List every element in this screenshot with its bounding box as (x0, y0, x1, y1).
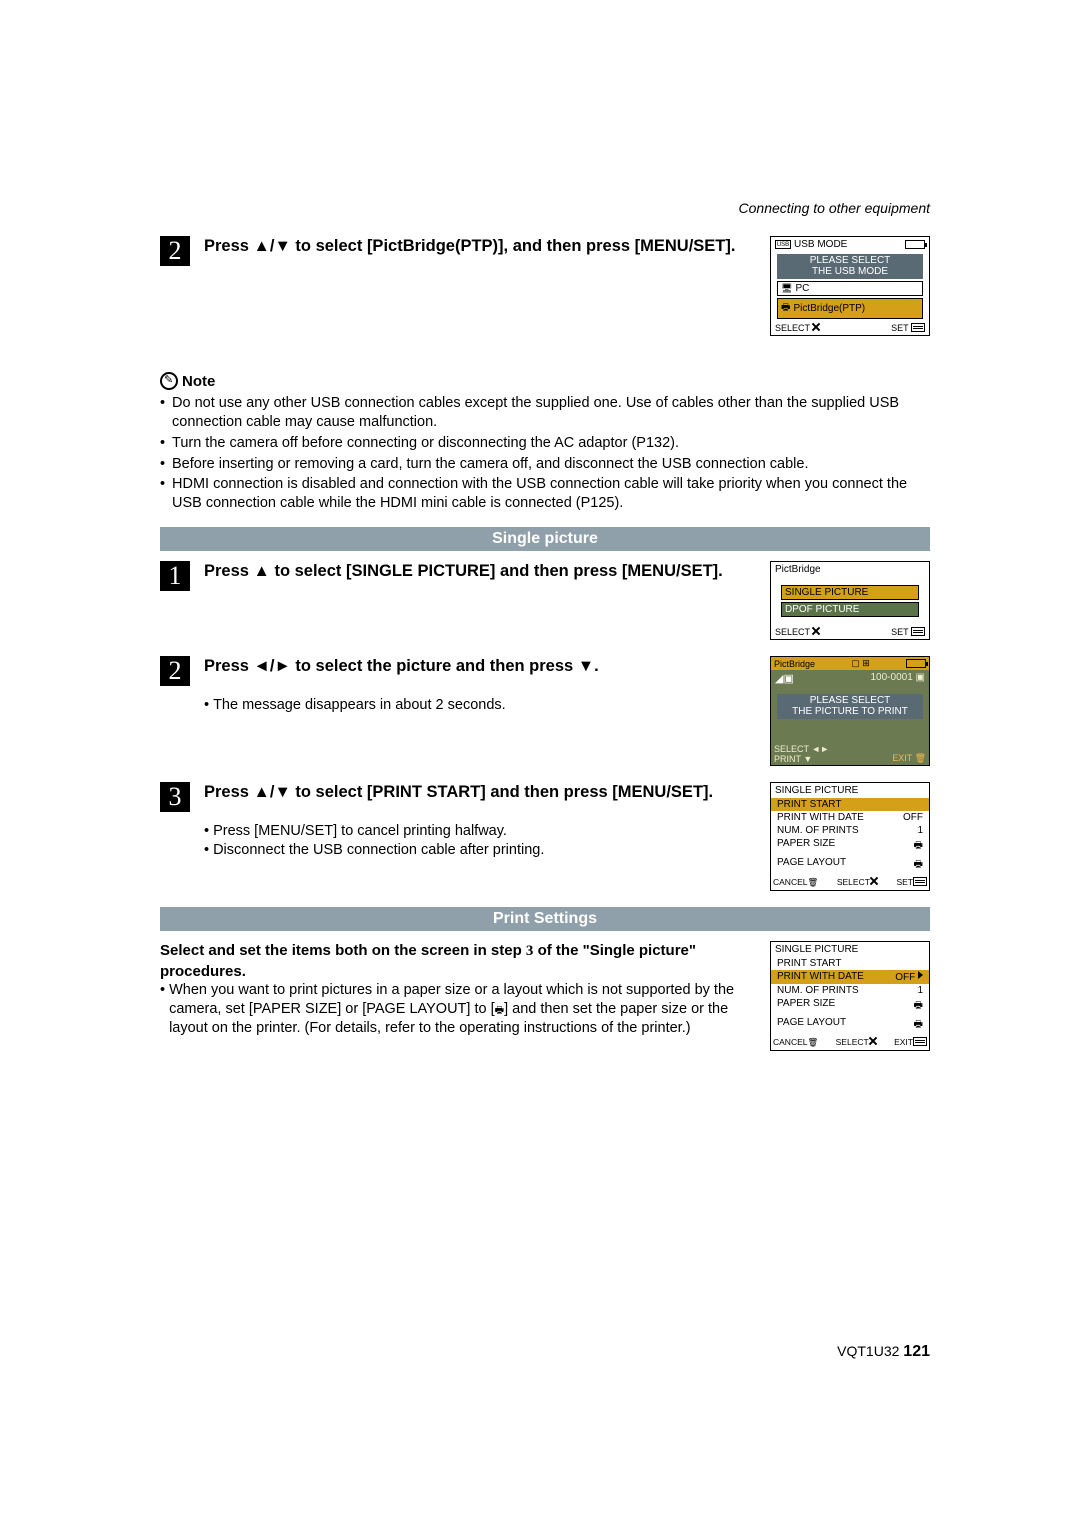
step-number: 2 (160, 236, 190, 266)
printer-icon: 🖶 (914, 1017, 923, 1034)
usb-icon: USB (775, 240, 791, 249)
printer-icon: 🖶 (914, 838, 923, 855)
battery-icon (906, 659, 926, 668)
step-text: Press ◄/► to select the picture and then… (204, 656, 752, 677)
pc-icon: 🖥 (781, 283, 792, 294)
step-text: Press ▲ to select [SINGLE PICTURE] and t… (204, 561, 752, 582)
step-text: Press ▲/▼ to select [PictBridge(PTP)], a… (204, 236, 752, 257)
lcd-picture-select: PictBridge▢ ⊞ ◢▣ 100-0001 ▣ PLEASE SELEC… (770, 656, 930, 766)
lcd-print-start-menu: SINGLE PICTURE PRINT START PRINT WITH DA… (770, 782, 930, 891)
lcd-print-settings-menu: SINGLE PICTURE PRINT START PRINT WITH DA… (770, 941, 930, 1051)
printer-icon: 🖶 (495, 1005, 504, 1016)
chevron-right-icon (918, 971, 923, 979)
step-text: Press ▲/▼ to select [PRINT START] and th… (204, 782, 752, 803)
battery-icon (905, 240, 925, 249)
note-list: •Do not use any other USB connection cab… (160, 394, 930, 513)
section-print-settings: Print Settings (160, 907, 930, 931)
printer-icon: 🖶 (781, 300, 790, 317)
note-icon (160, 372, 178, 390)
menu-icon (913, 877, 927, 886)
print-settings-lead: Select and set the items both on the scr… (160, 941, 752, 981)
breadcrumb: Connecting to other equipment (160, 200, 930, 216)
dpad-icon (811, 625, 822, 636)
menu-icon (911, 627, 925, 636)
section-single-picture: Single picture (160, 527, 930, 551)
dpad-icon (811, 321, 822, 332)
print-settings-body: •When you want to print pictures in a pa… (160, 981, 752, 1038)
menu-icon (913, 1037, 927, 1046)
page-footer: VQT1U32 121 (837, 1343, 930, 1361)
step-number: 1 (160, 561, 190, 591)
note-label: Note (182, 373, 215, 390)
lcd-usb-mode: USBUSB MODE PLEASE SELECTTHE USB MODE 🖥P… (770, 236, 930, 336)
printer-icon: 🖶 (914, 857, 923, 874)
step-number: 3 (160, 782, 190, 812)
menu-icon (911, 323, 925, 332)
printer-icon: 🖶 (914, 998, 923, 1015)
lcd-pictbridge-menu: PictBridge SINGLE PICTURE DPOF PICTURE S… (770, 561, 930, 640)
step-number: 2 (160, 656, 190, 686)
